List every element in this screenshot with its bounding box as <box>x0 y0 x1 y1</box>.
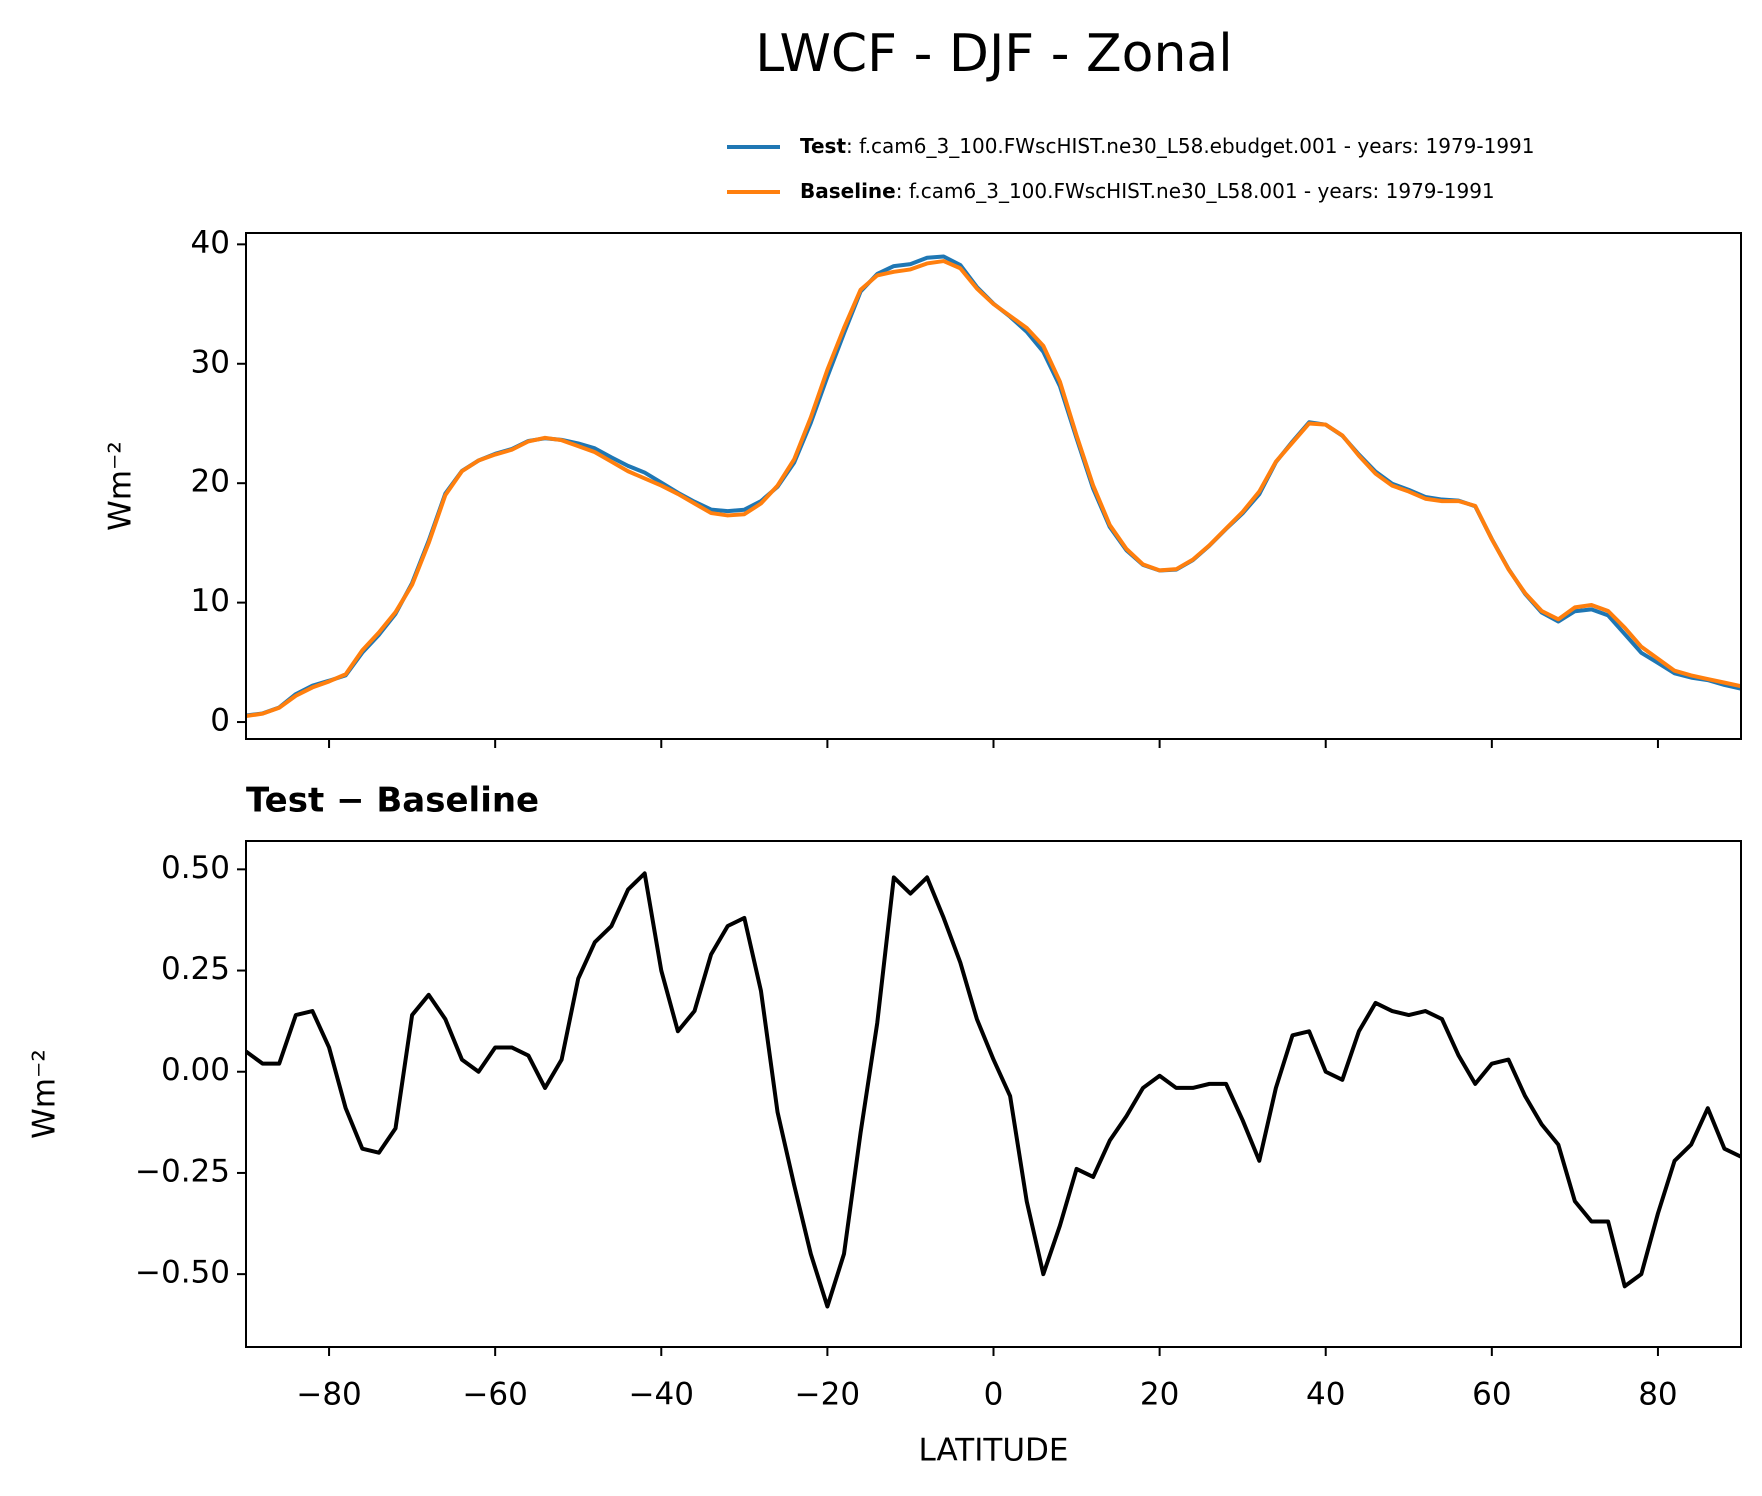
x-tick-label: 40 <box>1306 1377 1345 1413</box>
axes-frame <box>245 840 1742 1348</box>
figure-title: LWCF - DJF - Zonal <box>755 24 1232 84</box>
legend-name: Baseline <box>800 179 896 203</box>
legend-description: : f.cam6_3_100.FWscHIST.ne30_L58.001 - y… <box>896 179 1495 203</box>
y-axis-label: Wm⁻² <box>27 1049 63 1139</box>
x-tick-label: 60 <box>1472 1377 1511 1413</box>
x-tick-label: −60 <box>462 1377 527 1413</box>
y-axis-label: Wm⁻² <box>103 441 139 531</box>
data-line <box>245 254 1742 718</box>
y-tick-label: 10 <box>191 583 230 619</box>
x-tick-label: 0 <box>984 1377 1004 1413</box>
y-tick-label: 30 <box>191 344 230 380</box>
y-tick-label: −0.50 <box>135 1255 230 1291</box>
legend-name: Test <box>800 134 846 158</box>
y-tick-label: 0.00 <box>161 1052 230 1088</box>
y-tick-label: 40 <box>191 225 230 261</box>
y-tick-label: 20 <box>191 464 230 500</box>
y-tick-label: 0 <box>210 703 230 739</box>
x-tick-label: −40 <box>629 1377 694 1413</box>
axes-title: Test − Baseline <box>246 781 539 821</box>
y-tick-label: 0.25 <box>161 951 230 987</box>
x-axis-label: LATITUDE <box>919 1433 1069 1469</box>
legend-entry: Baseline: f.cam6_3_100.FWscHIST.ne30_L58… <box>800 179 1495 203</box>
x-tick-label: −20 <box>795 1377 860 1413</box>
legend-description: : f.cam6_3_100.FWscHIST.ne30_L58.ebudget… <box>846 134 1535 158</box>
data-line <box>244 871 1742 1309</box>
x-tick-label: 80 <box>1638 1377 1677 1413</box>
y-tick-label: −0.25 <box>135 1153 230 1189</box>
x-tick-label: −80 <box>296 1377 361 1413</box>
y-tick-label: 0.50 <box>161 850 230 886</box>
axes-frame <box>245 232 1742 740</box>
legend-entry: Test: f.cam6_3_100.FWscHIST.ne30_L58.ebu… <box>800 134 1535 158</box>
data-line <box>245 259 1742 719</box>
x-tick-label: 20 <box>1140 1377 1179 1413</box>
